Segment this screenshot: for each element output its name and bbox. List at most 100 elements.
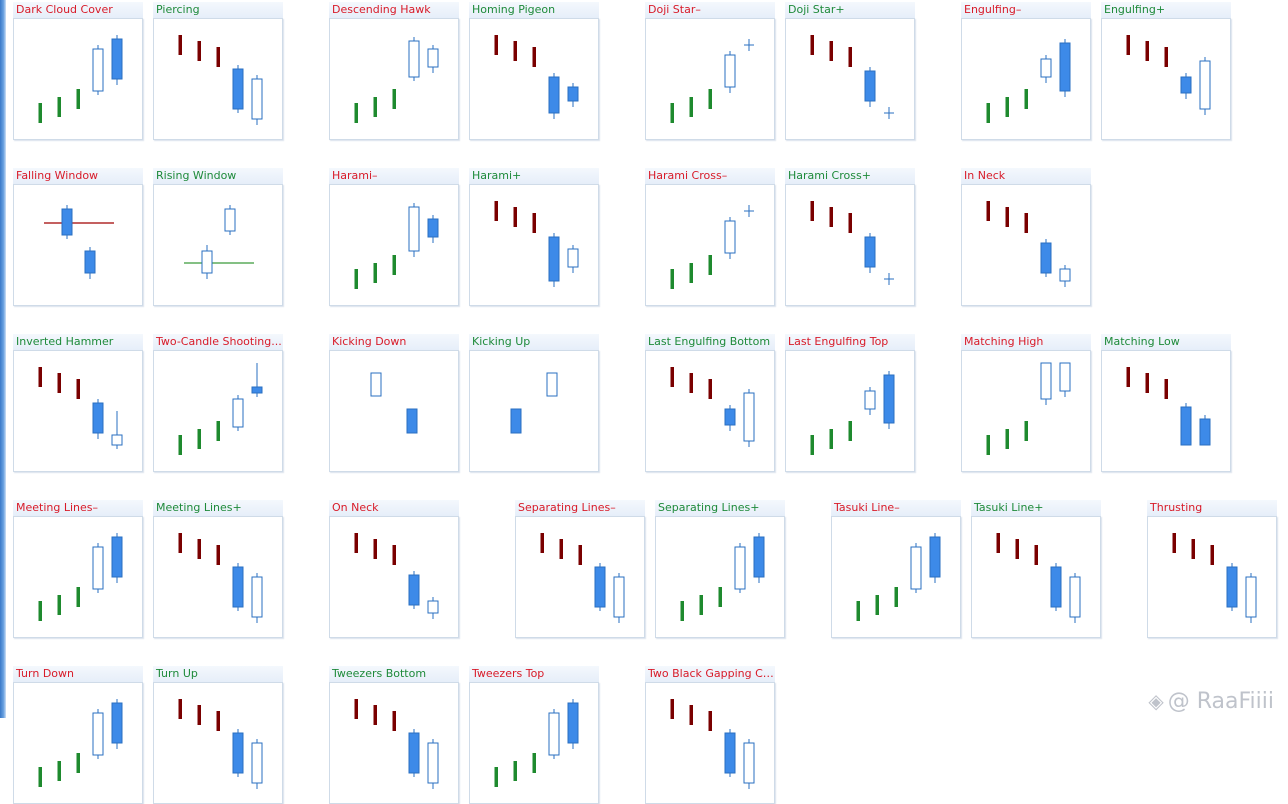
pattern-chart <box>153 516 283 638</box>
candle <box>1199 57 1211 115</box>
trend-bar <box>57 97 61 117</box>
pattern-title: Harami Cross+ <box>785 168 915 184</box>
pattern-title: Homing Pigeon <box>469 2 599 18</box>
trend-bar <box>76 89 80 109</box>
candle <box>1040 362 1052 405</box>
pattern-tile[interactable]: Separating Lines– <box>515 500 645 638</box>
pattern-tile[interactable]: Matching Low <box>1101 334 1231 472</box>
candlestick-svg <box>670 205 754 289</box>
pattern-tile[interactable]: Thrusting <box>1147 500 1277 638</box>
pattern-title: Harami+ <box>469 168 599 184</box>
candle <box>864 67 876 107</box>
trend-bar <box>1172 533 1176 553</box>
candle <box>224 205 236 235</box>
trend-bar <box>810 435 814 455</box>
trend-bar <box>699 595 703 615</box>
trend-bar <box>216 711 220 731</box>
pattern-tile[interactable]: Dark Cloud Cover <box>13 2 143 140</box>
trend-bar <box>848 421 852 441</box>
pattern-tile[interactable]: Turn Up <box>153 666 283 804</box>
pattern-tile[interactable]: Last Engulfing Top <box>785 334 915 472</box>
pattern-title: Inverted Hammer <box>13 334 143 350</box>
pattern-tile[interactable]: Kicking Down <box>329 334 459 472</box>
candlestick-svg <box>178 35 263 125</box>
candle <box>1050 563 1062 611</box>
trend-bar <box>373 97 377 117</box>
pattern-tile[interactable]: Matching High <box>961 334 1091 472</box>
candle <box>567 699 579 749</box>
pattern-tile[interactable]: Piercing <box>153 2 283 140</box>
pattern-tile[interactable]: Tasuki Line+ <box>971 500 1101 638</box>
pattern-tile[interactable]: Harami+ <box>469 168 599 306</box>
pattern-chart <box>329 682 459 804</box>
pattern-tile[interactable]: Harami– <box>329 168 459 306</box>
candle <box>724 51 736 93</box>
candle <box>546 372 558 397</box>
trend-bar <box>178 533 182 553</box>
trend-bar <box>392 545 396 565</box>
pattern-tile[interactable]: Tweezers Top <box>469 666 599 804</box>
pattern-tile[interactable]: Turn Down <box>13 666 143 804</box>
watermark-text: @ RaaFiiii <box>1167 689 1274 714</box>
pattern-title: Tasuki Line– <box>831 500 961 516</box>
pattern-title: Two-Candle Shooting... <box>153 334 283 350</box>
trend-bar <box>540 533 544 553</box>
trend-bar <box>373 539 377 559</box>
pattern-tile[interactable]: Kicking Up <box>469 334 599 472</box>
pattern-tile[interactable]: Separating Lines+ <box>655 500 785 638</box>
pattern-tile[interactable]: Doji Star+ <box>785 2 915 140</box>
pattern-tile[interactable]: Tasuki Line– <box>831 500 961 638</box>
pattern-tile[interactable]: Engulfing+ <box>1101 2 1231 140</box>
pattern-title: Turn Down <box>13 666 143 682</box>
trend-bar <box>1015 539 1019 559</box>
trend-bar <box>689 373 693 393</box>
pattern-tile[interactable]: Inverted Hammer <box>13 334 143 472</box>
pattern-tile[interactable]: Falling Window <box>13 168 143 306</box>
candlestick-svg <box>810 35 894 119</box>
candlestick-svg <box>986 201 1071 287</box>
pattern-tile[interactable]: Engulfing– <box>961 2 1091 140</box>
pattern-tile[interactable]: Homing Pigeon <box>469 2 599 140</box>
candlestick-svg <box>670 699 755 789</box>
candlestick-svg <box>38 699 123 787</box>
pattern-title: Separating Lines+ <box>655 500 785 516</box>
pattern-title: Two Black Gapping Ca... <box>645 666 775 682</box>
candle <box>408 571 420 609</box>
pattern-title: Separating Lines– <box>515 500 645 516</box>
pattern-title: Thrusting <box>1147 500 1277 516</box>
candle <box>111 35 123 85</box>
pattern-title: Last Engulfing Top <box>785 334 915 350</box>
candle <box>92 399 104 439</box>
trend-bar <box>1164 379 1168 399</box>
pattern-tile[interactable]: Meeting Lines+ <box>153 500 283 638</box>
pattern-chart <box>961 184 1091 306</box>
pattern-chart <box>831 516 961 638</box>
trend-bar <box>354 699 358 719</box>
trend-bar <box>392 89 396 109</box>
pattern-chart <box>785 350 915 472</box>
candlestick-svg <box>354 533 439 619</box>
pattern-tile[interactable]: Tweezers Bottom <box>329 666 459 804</box>
candle <box>92 45 104 95</box>
pattern-tile[interactable]: Harami Cross+ <box>785 168 915 306</box>
pattern-title: Tweezers Bottom <box>329 666 459 682</box>
pattern-tile[interactable]: Two-Candle Shooting... <box>153 334 283 472</box>
trend-bar <box>216 421 220 441</box>
pattern-chart <box>1101 350 1231 472</box>
pattern-tile[interactable]: Last Engulfing Bottom <box>645 334 775 472</box>
pattern-tile[interactable]: Rising Window <box>153 168 283 306</box>
pattern-chart <box>13 516 143 638</box>
pattern-tile[interactable]: Meeting Lines– <box>13 500 143 638</box>
doji-candle <box>884 273 894 285</box>
pattern-tile[interactable]: Two Black Gapping Ca... <box>645 666 775 804</box>
pattern-tile[interactable]: Doji Star– <box>645 2 775 140</box>
pattern-tile[interactable]: On Neck <box>329 500 459 638</box>
candle <box>1040 55 1052 83</box>
candlestick-svg <box>1126 35 1211 115</box>
pattern-tile[interactable]: Harami Cross– <box>645 168 775 306</box>
pattern-tile[interactable]: In Neck <box>961 168 1091 306</box>
candlestick-svg <box>856 533 941 621</box>
pattern-tile[interactable]: Descending Hawk <box>329 2 459 140</box>
trend-bar <box>996 533 1000 553</box>
trend-bar <box>392 255 396 275</box>
